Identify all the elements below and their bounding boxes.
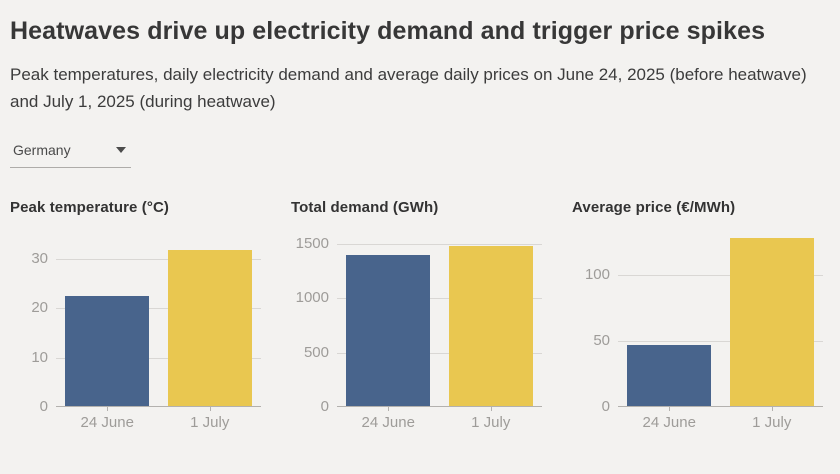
page-title: Heatwaves drive up electricity demand an…	[10, 17, 766, 45]
x-axis: 24 June 1 July	[618, 407, 823, 435]
x-tick-label: 24 June	[80, 414, 134, 432]
bar-1-july	[167, 249, 252, 407]
y-tick-label: 1000	[295, 289, 329, 307]
bar-chart-total-demand: 0 500 1000 1500 24 June 1 July	[291, 229, 542, 435]
chart-panel-peak-temperature: Peak temperature (°C) 0 10 20 30 24 June 1 Ju…	[10, 199, 261, 435]
bar-24-june	[346, 254, 431, 407]
gridline	[56, 357, 261, 359]
chevron-down-icon	[116, 147, 126, 154]
charts-row: Peak temperature (°C) 0 10 20 30 24 June 1 Ju…	[10, 199, 823, 435]
bar-chart-average-price: 0 50 100 24 June 1 July	[572, 229, 823, 435]
bar-chart-peak-temperature: 0 10 20 30 24 June 1 July	[10, 229, 261, 435]
chart-card: Heatwaves drive up electricity demand an…	[10, 17, 823, 435]
y-tick-label: 0	[39, 398, 48, 416]
chart-title: Peak temperature (°C)	[10, 199, 169, 217]
y-tick-label: 500	[303, 343, 329, 361]
x-tick-label: 1 July	[471, 414, 511, 432]
x-tick-mark	[490, 407, 492, 412]
y-tick-label: 10	[31, 348, 48, 366]
chart-title: Average price (€/MWh)	[572, 199, 736, 217]
gridline	[56, 258, 261, 260]
chart-panel-average-price: Average price (€/MWh) 0 50 100 24 June 1 Jul…	[572, 199, 823, 435]
gridline	[337, 298, 542, 300]
plot-area	[618, 229, 823, 408]
y-tick-label: 1500	[295, 234, 329, 252]
x-tick-label: 24 June	[642, 414, 696, 432]
gridline	[56, 308, 261, 310]
plot-area	[337, 229, 542, 408]
x-tick-label: 1 July	[190, 414, 230, 432]
y-axis: 0 50 100	[572, 229, 618, 415]
x-tick-mark	[209, 407, 211, 412]
country-dropdown-value: Germany	[13, 142, 71, 159]
gridline	[618, 275, 823, 277]
y-tick-label: 30	[31, 249, 48, 267]
y-axis: 0 500 1000 1500	[291, 229, 337, 416]
y-tick-label: 50	[593, 332, 610, 350]
bar-1-july	[729, 238, 814, 407]
gridline	[337, 352, 542, 354]
x-tick-mark	[771, 407, 773, 412]
gridline	[618, 341, 823, 343]
y-tick-label: 0	[320, 398, 329, 416]
x-tick-mark	[107, 407, 109, 412]
page-subtitle: Peak temperatures, daily electricity dem…	[10, 65, 807, 112]
y-tick-label: 20	[31, 299, 48, 317]
bar-1-july	[448, 245, 533, 407]
x-tick-label: 1 July	[752, 414, 792, 432]
x-axis: 24 June 1 July	[337, 407, 542, 435]
x-tick-mark	[388, 407, 390, 412]
country-dropdown[interactable]: Germany	[10, 142, 131, 169]
y-tick-label: 0	[601, 398, 610, 416]
bar-24-june	[627, 345, 712, 407]
bar-24-june	[65, 296, 150, 407]
y-tick-label: 100	[584, 266, 610, 284]
y-axis: 0 10 20 30	[10, 229, 56, 416]
chart-panel-total-demand: Total demand (GWh) 0 500 1000 1500 24 June 1 …	[291, 199, 542, 435]
plot-area	[56, 229, 261, 408]
x-axis: 24 June 1 July	[56, 407, 261, 435]
x-tick-mark	[669, 407, 671, 412]
x-tick-label: 24 June	[361, 414, 415, 432]
chart-title: Total demand (GWh)	[291, 199, 439, 217]
gridline	[337, 243, 542, 245]
